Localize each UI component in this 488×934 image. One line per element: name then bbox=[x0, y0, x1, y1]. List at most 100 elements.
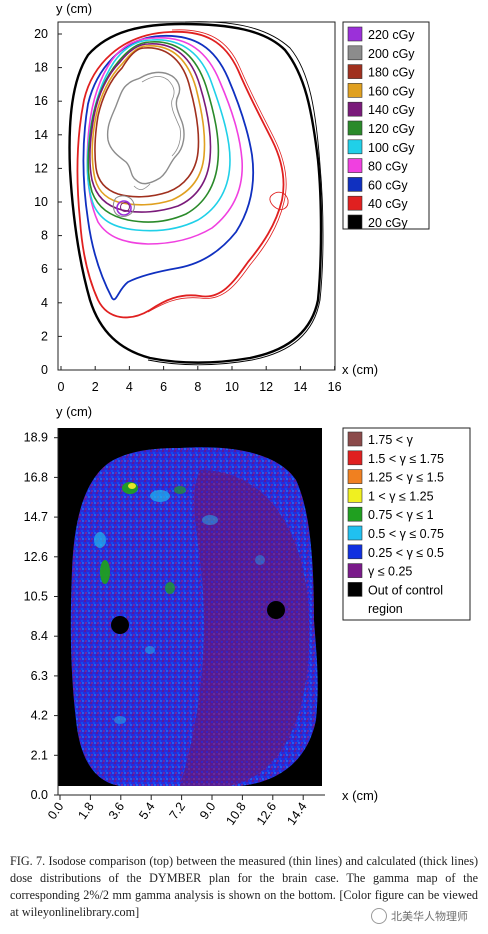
bottom-y-tick-label: 8.4 bbox=[31, 629, 48, 643]
isodose-200 bbox=[106, 71, 185, 185]
top-legend-swatch bbox=[347, 101, 363, 117]
top-legend-label: 220 cGy bbox=[368, 28, 415, 42]
top-y-tick-label: 6 bbox=[41, 262, 48, 276]
top-legend-swatch bbox=[347, 177, 363, 192]
watermark-icon bbox=[371, 908, 387, 924]
isodose-40-calculated bbox=[76, 30, 285, 319]
top-legend-label: 20 cGy bbox=[368, 216, 408, 230]
top-legend-swatch bbox=[347, 214, 363, 230]
isodose-plot: y (cm) x (cm) 0 2 4 6 8 10 12 14 16 18 20 0 2 4 6 8 10 1… bbox=[34, 1, 430, 394]
watermark: 北美华人物理师 bbox=[371, 908, 468, 924]
top-legend-label: 40 cGy bbox=[368, 197, 408, 211]
isodose-40-island bbox=[269, 191, 289, 211]
top-legend-swatch bbox=[347, 195, 363, 211]
top-legend-swatch bbox=[347, 139, 363, 155]
bottom-legend-swatch bbox=[347, 431, 363, 447]
bottom-legend-swatch bbox=[347, 582, 363, 597]
bottom-legend-label: 1 < γ ≤ 1.25 bbox=[368, 489, 434, 503]
top-y-tick-label: 0 bbox=[41, 363, 48, 377]
bottom-legend-swatch bbox=[347, 488, 363, 503]
top-x-axis-label: x (cm) bbox=[342, 362, 378, 377]
top-legend-swatch bbox=[347, 26, 363, 42]
bottom-legend-label: Out of control bbox=[368, 583, 443, 597]
top-legend-swatch bbox=[347, 158, 363, 173]
top-y-ticks: 0 2 4 6 8 10 12 14 16 18 20 bbox=[34, 27, 62, 377]
bottom-legend-box bbox=[342, 427, 471, 621]
isodose-20-calculated bbox=[68, 22, 323, 364]
bottom-y-tick-label: 4.2 bbox=[31, 709, 48, 723]
bottom-y-tick-label: 16.8 bbox=[24, 470, 48, 484]
isodose-40-measured bbox=[147, 29, 287, 313]
top-y-tick-label: 20 bbox=[34, 27, 48, 41]
bottom-legend-label: 0.5 < γ ≤ 0.75 bbox=[368, 527, 444, 541]
isodose-220 bbox=[116, 200, 132, 216]
top-y-tick-label: 16 bbox=[34, 94, 48, 108]
top-legend: 220 cGy 200 cGy 180 cGy 160 cGy 140 cGy 120 c… bbox=[347, 26, 415, 230]
bottom-x-tick-label: 14.4 bbox=[284, 800, 309, 828]
bottom-x-tick-label: 0.0 bbox=[45, 800, 66, 822]
bottom-legend-swatch bbox=[347, 544, 363, 560]
bottom-legend-label: 0.25 < γ ≤ 0.5 bbox=[368, 546, 444, 560]
top-y-tick-label: 10 bbox=[34, 195, 48, 209]
top-legend-label: 200 cGy bbox=[368, 47, 415, 61]
isodose-140 bbox=[89, 43, 212, 213]
bottom-legend-label: 1.25 < γ ≤ 1.5 bbox=[368, 471, 444, 485]
isodose-100 bbox=[86, 39, 231, 232]
bottom-y-tick-label: 12.6 bbox=[24, 550, 48, 564]
bottom-x-tick-label: 3.6 bbox=[106, 800, 127, 822]
isodose-160 bbox=[91, 45, 206, 206]
isodose-180 bbox=[94, 47, 200, 198]
top-x-tick-label: 10 bbox=[225, 380, 239, 394]
isodose-contours bbox=[68, 21, 324, 366]
bottom-x-tick-label: 10.8 bbox=[223, 800, 248, 828]
figure-caption: FIG. 7. Isodose comparison (top) between… bbox=[10, 854, 478, 919]
bottom-x-tick-label: 12.6 bbox=[254, 800, 279, 828]
isodose-200-measured bbox=[133, 76, 181, 190]
figure-canvas: y (cm) x (cm) 0 2 4 6 8 10 12 14 16 18 20 0 2 4 6 8 10 1… bbox=[24, 1, 471, 828]
bottom-legend-label: region bbox=[368, 602, 403, 616]
bottom-y-tick-label: 10.5 bbox=[24, 590, 48, 604]
bottom-legend-label: 1.5 < γ ≤ 1.75 bbox=[368, 452, 444, 466]
top-legend-label: 120 cGy bbox=[368, 122, 415, 136]
top-x-ticks: 0 2 4 6 8 10 12 14 16 bbox=[58, 366, 342, 394]
bottom-x-ticks: 0.0 1.8 3.6 5.4 7.2 9.0 10.8 12.6 14.4 bbox=[45, 795, 310, 828]
gamma-map-head bbox=[70, 447, 318, 786]
bottom-x-tick-label: 1.8 bbox=[75, 800, 96, 822]
bottom-y-axis-label: y (cm) bbox=[56, 404, 92, 419]
out-of-control-region-left bbox=[111, 616, 129, 634]
top-x-tick-label: 16 bbox=[328, 380, 342, 394]
top-y-axis-label: y (cm) bbox=[56, 1, 92, 16]
isodose-60 bbox=[82, 34, 255, 301]
top-x-tick-label: 6 bbox=[160, 380, 167, 394]
top-y-tick-label: 14 bbox=[34, 128, 48, 142]
top-legend-swatch bbox=[347, 64, 363, 79]
bottom-y-tick-label: 0.0 bbox=[31, 788, 48, 802]
top-legend-swatch bbox=[347, 83, 363, 98]
top-y-tick-label: 8 bbox=[41, 229, 48, 243]
top-legend-label: 180 cGy bbox=[368, 66, 415, 80]
top-y-tick-label: 2 bbox=[41, 329, 48, 343]
top-x-tick-label: 8 bbox=[194, 380, 201, 394]
out-of-control-region-right bbox=[267, 601, 285, 619]
isodose-220-measured bbox=[120, 202, 130, 212]
top-x-tick-label: 12 bbox=[259, 380, 273, 394]
bottom-legend-label: 0.75 < γ ≤ 1 bbox=[368, 508, 434, 522]
isodose-80 bbox=[86, 37, 243, 245]
bottom-legend-label: 1.75 < γ bbox=[368, 433, 414, 447]
bottom-y-tick-label: 6.3 bbox=[31, 669, 48, 683]
watermark-text: 北美华人物理师 bbox=[391, 910, 468, 923]
top-x-tick-label: 0 bbox=[58, 380, 65, 394]
bottom-legend-swatch bbox=[347, 506, 363, 522]
gamma-map-plot: y (cm) x (cm) bbox=[24, 404, 471, 828]
top-legend-label: 100 cGy bbox=[368, 141, 415, 155]
bottom-y-tick-label: 2.1 bbox=[31, 748, 48, 762]
top-legend-swatch bbox=[347, 120, 363, 136]
bottom-x-tick-label: 7.2 bbox=[167, 800, 188, 822]
top-x-tick-label: 2 bbox=[92, 380, 99, 394]
isodose-20-measured bbox=[147, 21, 324, 366]
bottom-legend-swatch bbox=[347, 469, 363, 484]
top-x-tick-label: 4 bbox=[126, 380, 133, 394]
isodose-200-loop bbox=[112, 195, 135, 217]
bottom-x-tick-label: 5.4 bbox=[136, 800, 157, 822]
bottom-x-tick-label: 9.0 bbox=[197, 800, 218, 822]
